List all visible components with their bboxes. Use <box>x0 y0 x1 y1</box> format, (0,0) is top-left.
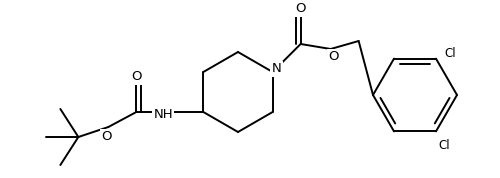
Text: O: O <box>101 130 112 143</box>
Text: Cl: Cl <box>438 139 450 152</box>
Text: NH: NH <box>154 108 173 121</box>
Text: N: N <box>272 62 281 75</box>
Text: O: O <box>328 51 339 64</box>
Text: Cl: Cl <box>444 47 456 60</box>
Text: O: O <box>131 70 141 83</box>
Text: O: O <box>296 2 306 15</box>
